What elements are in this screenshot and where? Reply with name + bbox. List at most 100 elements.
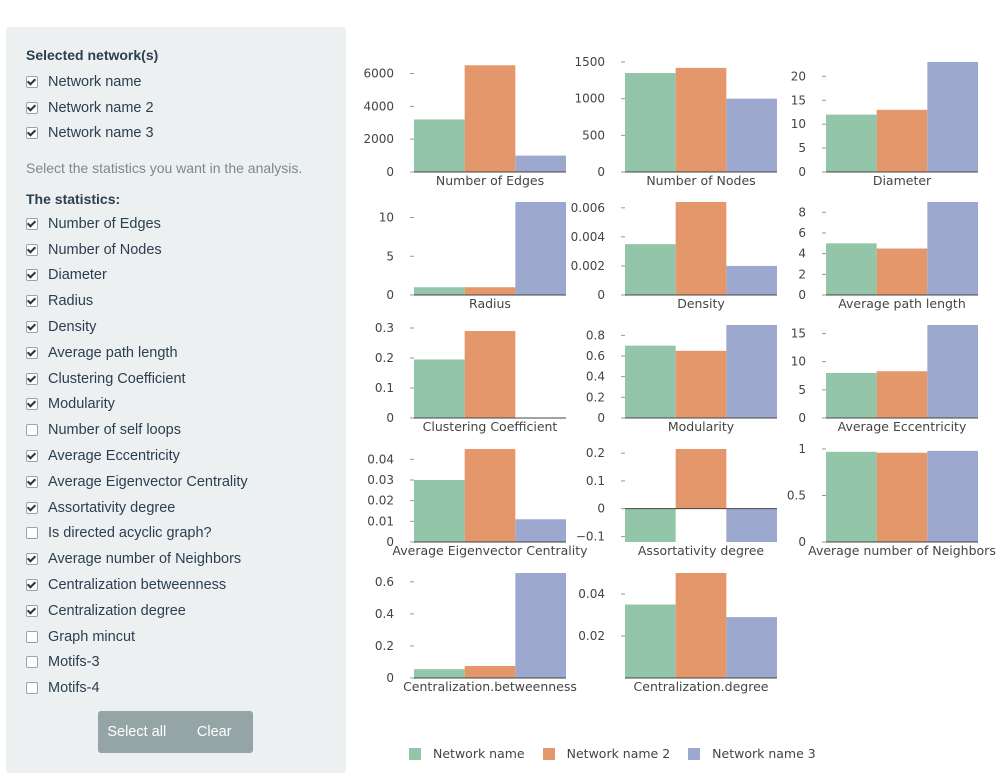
statistic-checkbox-row[interactable]: Average number of Neighbors bbox=[26, 546, 248, 572]
bar-2 bbox=[675, 449, 727, 509]
statistic-checkbox-label: Average number of Neighbors bbox=[48, 551, 242, 568]
chart-title: Centralization.betweenness bbox=[403, 679, 577, 694]
checkbox-checked[interactable] bbox=[26, 127, 38, 140]
bar-2 bbox=[464, 287, 516, 295]
checkbox-checked[interactable] bbox=[26, 372, 38, 385]
checkbox-unchecked[interactable] bbox=[26, 527, 38, 540]
checkbox-checked[interactable] bbox=[26, 553, 38, 566]
statistic-checkbox-row[interactable]: Number of Nodes bbox=[26, 237, 248, 263]
checkbox-checked[interactable] bbox=[26, 243, 38, 256]
checkbox-checked[interactable] bbox=[26, 501, 38, 514]
checkbox-checked[interactable] bbox=[26, 75, 38, 88]
statistic-checkbox-label: Number of self loops bbox=[48, 422, 181, 439]
statistic-checkbox-row[interactable]: Centralization degree bbox=[26, 598, 248, 624]
checkbox-unchecked[interactable] bbox=[26, 424, 38, 437]
statistics-hint: Select the statistics you want in the an… bbox=[26, 160, 303, 176]
checkbox-checked[interactable] bbox=[26, 346, 38, 359]
statistic-checkbox-row[interactable]: Assortativity degree bbox=[26, 495, 248, 521]
statistic-checkbox-label: Radius bbox=[48, 293, 94, 310]
statistic-checkbox-row[interactable]: Clustering Coefficient bbox=[26, 366, 248, 392]
bar-3 bbox=[927, 62, 978, 172]
chart-title: Number of Edges bbox=[436, 173, 544, 188]
bar-2 bbox=[675, 573, 727, 678]
y-tick-label: 0 bbox=[597, 165, 605, 179]
statistic-checkbox-row[interactable]: Radius bbox=[26, 288, 248, 314]
checkbox-checked[interactable] bbox=[26, 398, 38, 411]
y-tick-label: 0 bbox=[386, 411, 394, 425]
y-tick-label: 10 bbox=[379, 211, 394, 225]
statistic-checkbox-row[interactable]: Diameter bbox=[26, 263, 248, 289]
legend-item[interactable]: Network name bbox=[409, 746, 525, 761]
statistic-checkbox-label: Average path length bbox=[48, 344, 178, 361]
bar-2 bbox=[876, 248, 928, 295]
selection-button-group: Select all Clear bbox=[98, 711, 253, 753]
network-checkbox-row[interactable]: Network name 2 bbox=[26, 95, 154, 121]
checkbox-unchecked[interactable] bbox=[26, 656, 38, 669]
select-all-button[interactable]: Select all bbox=[98, 711, 176, 753]
bar-3 bbox=[515, 155, 566, 172]
legend-item[interactable]: Network name 3 bbox=[688, 746, 816, 761]
network-checkbox-row[interactable]: Network name bbox=[26, 69, 154, 95]
bar-3 bbox=[927, 325, 978, 418]
bar-2 bbox=[876, 371, 928, 418]
statistic-checkbox-row[interactable]: Number of Edges bbox=[26, 211, 248, 237]
legend-item[interactable]: Network name 2 bbox=[542, 746, 671, 761]
legend-label: Network name 3 bbox=[712, 746, 816, 761]
statistic-checkbox-row[interactable]: Average path length bbox=[26, 340, 248, 366]
statistic-checkbox-row[interactable]: Graph mincut bbox=[26, 624, 248, 650]
y-tick-label: −0.1 bbox=[576, 529, 605, 543]
y-tick-label: 0.2 bbox=[375, 639, 394, 653]
y-tick-label: 0.01 bbox=[367, 514, 394, 528]
y-tick-label: 0 bbox=[386, 165, 394, 179]
checkbox-checked[interactable] bbox=[26, 217, 38, 230]
checkbox-checked[interactable] bbox=[26, 604, 38, 617]
checkbox-checked[interactable] bbox=[26, 101, 38, 114]
checkbox-checked[interactable] bbox=[26, 269, 38, 282]
statistic-checkbox-row[interactable]: Average Eigenvector Centrality bbox=[26, 469, 248, 495]
statistic-checkbox-row[interactable]: Motifs-3 bbox=[26, 650, 248, 676]
checkbox-checked[interactable] bbox=[26, 321, 38, 334]
y-tick-label: 5 bbox=[798, 383, 806, 397]
y-tick-label: 0.02 bbox=[367, 494, 394, 508]
bar-1 bbox=[414, 669, 465, 678]
y-tick-label: 0.2 bbox=[586, 390, 605, 404]
bar-1 bbox=[414, 480, 465, 542]
bar-2 bbox=[464, 665, 516, 678]
chart-title: Clustering Coefficient bbox=[423, 419, 558, 434]
statistic-checkbox-label: Is directed acyclic graph? bbox=[48, 525, 212, 542]
y-tick-label: 0 bbox=[798, 535, 806, 549]
y-tick-label: 0.02 bbox=[578, 629, 605, 643]
y-tick-label: 15 bbox=[791, 93, 806, 107]
checkbox-checked[interactable] bbox=[26, 475, 38, 488]
y-tick-label: 0 bbox=[597, 411, 605, 425]
chart-title: Centralization.degree bbox=[634, 679, 769, 694]
statistic-checkbox-label: Number of Edges bbox=[48, 215, 161, 232]
statistic-checkbox-label: Assortativity degree bbox=[48, 499, 176, 516]
statistic-checkbox-row[interactable]: Density bbox=[26, 314, 248, 340]
statistic-checkbox-row[interactable]: Modularity bbox=[26, 392, 248, 418]
y-tick-label: 0 bbox=[597, 288, 605, 302]
bar-1 bbox=[414, 287, 465, 295]
y-tick-label: 2 bbox=[798, 267, 806, 281]
checkbox-unchecked[interactable] bbox=[26, 682, 38, 695]
legend-label: Network name 2 bbox=[566, 746, 671, 761]
y-tick-label: 0.4 bbox=[375, 607, 394, 621]
bar-2 bbox=[876, 452, 928, 542]
chart-title: Average Eigenvector Centrality bbox=[392, 543, 588, 558]
y-tick-label: 20 bbox=[791, 69, 806, 83]
statistic-checkbox-row[interactable]: Number of self loops bbox=[26, 417, 248, 443]
checkbox-unchecked[interactable] bbox=[26, 630, 38, 643]
statistic-checkbox-row[interactable]: Is directed acyclic graph? bbox=[26, 521, 248, 547]
bar-1 bbox=[826, 372, 877, 418]
statistic-checkbox-row[interactable]: Average Eccentricity bbox=[26, 443, 248, 469]
network-checkbox-row[interactable]: Network name 3 bbox=[26, 121, 154, 147]
clear-button[interactable]: Clear bbox=[176, 711, 254, 753]
bar-3 bbox=[726, 265, 777, 295]
bar-1 bbox=[826, 243, 877, 295]
checkbox-checked[interactable] bbox=[26, 579, 38, 592]
y-tick-label: 15 bbox=[791, 326, 806, 340]
checkbox-checked[interactable] bbox=[26, 450, 38, 463]
checkbox-checked[interactable] bbox=[26, 295, 38, 308]
statistic-checkbox-row[interactable]: Motifs-4 bbox=[26, 675, 248, 701]
statistic-checkbox-row[interactable]: Centralization betweenness bbox=[26, 572, 248, 598]
